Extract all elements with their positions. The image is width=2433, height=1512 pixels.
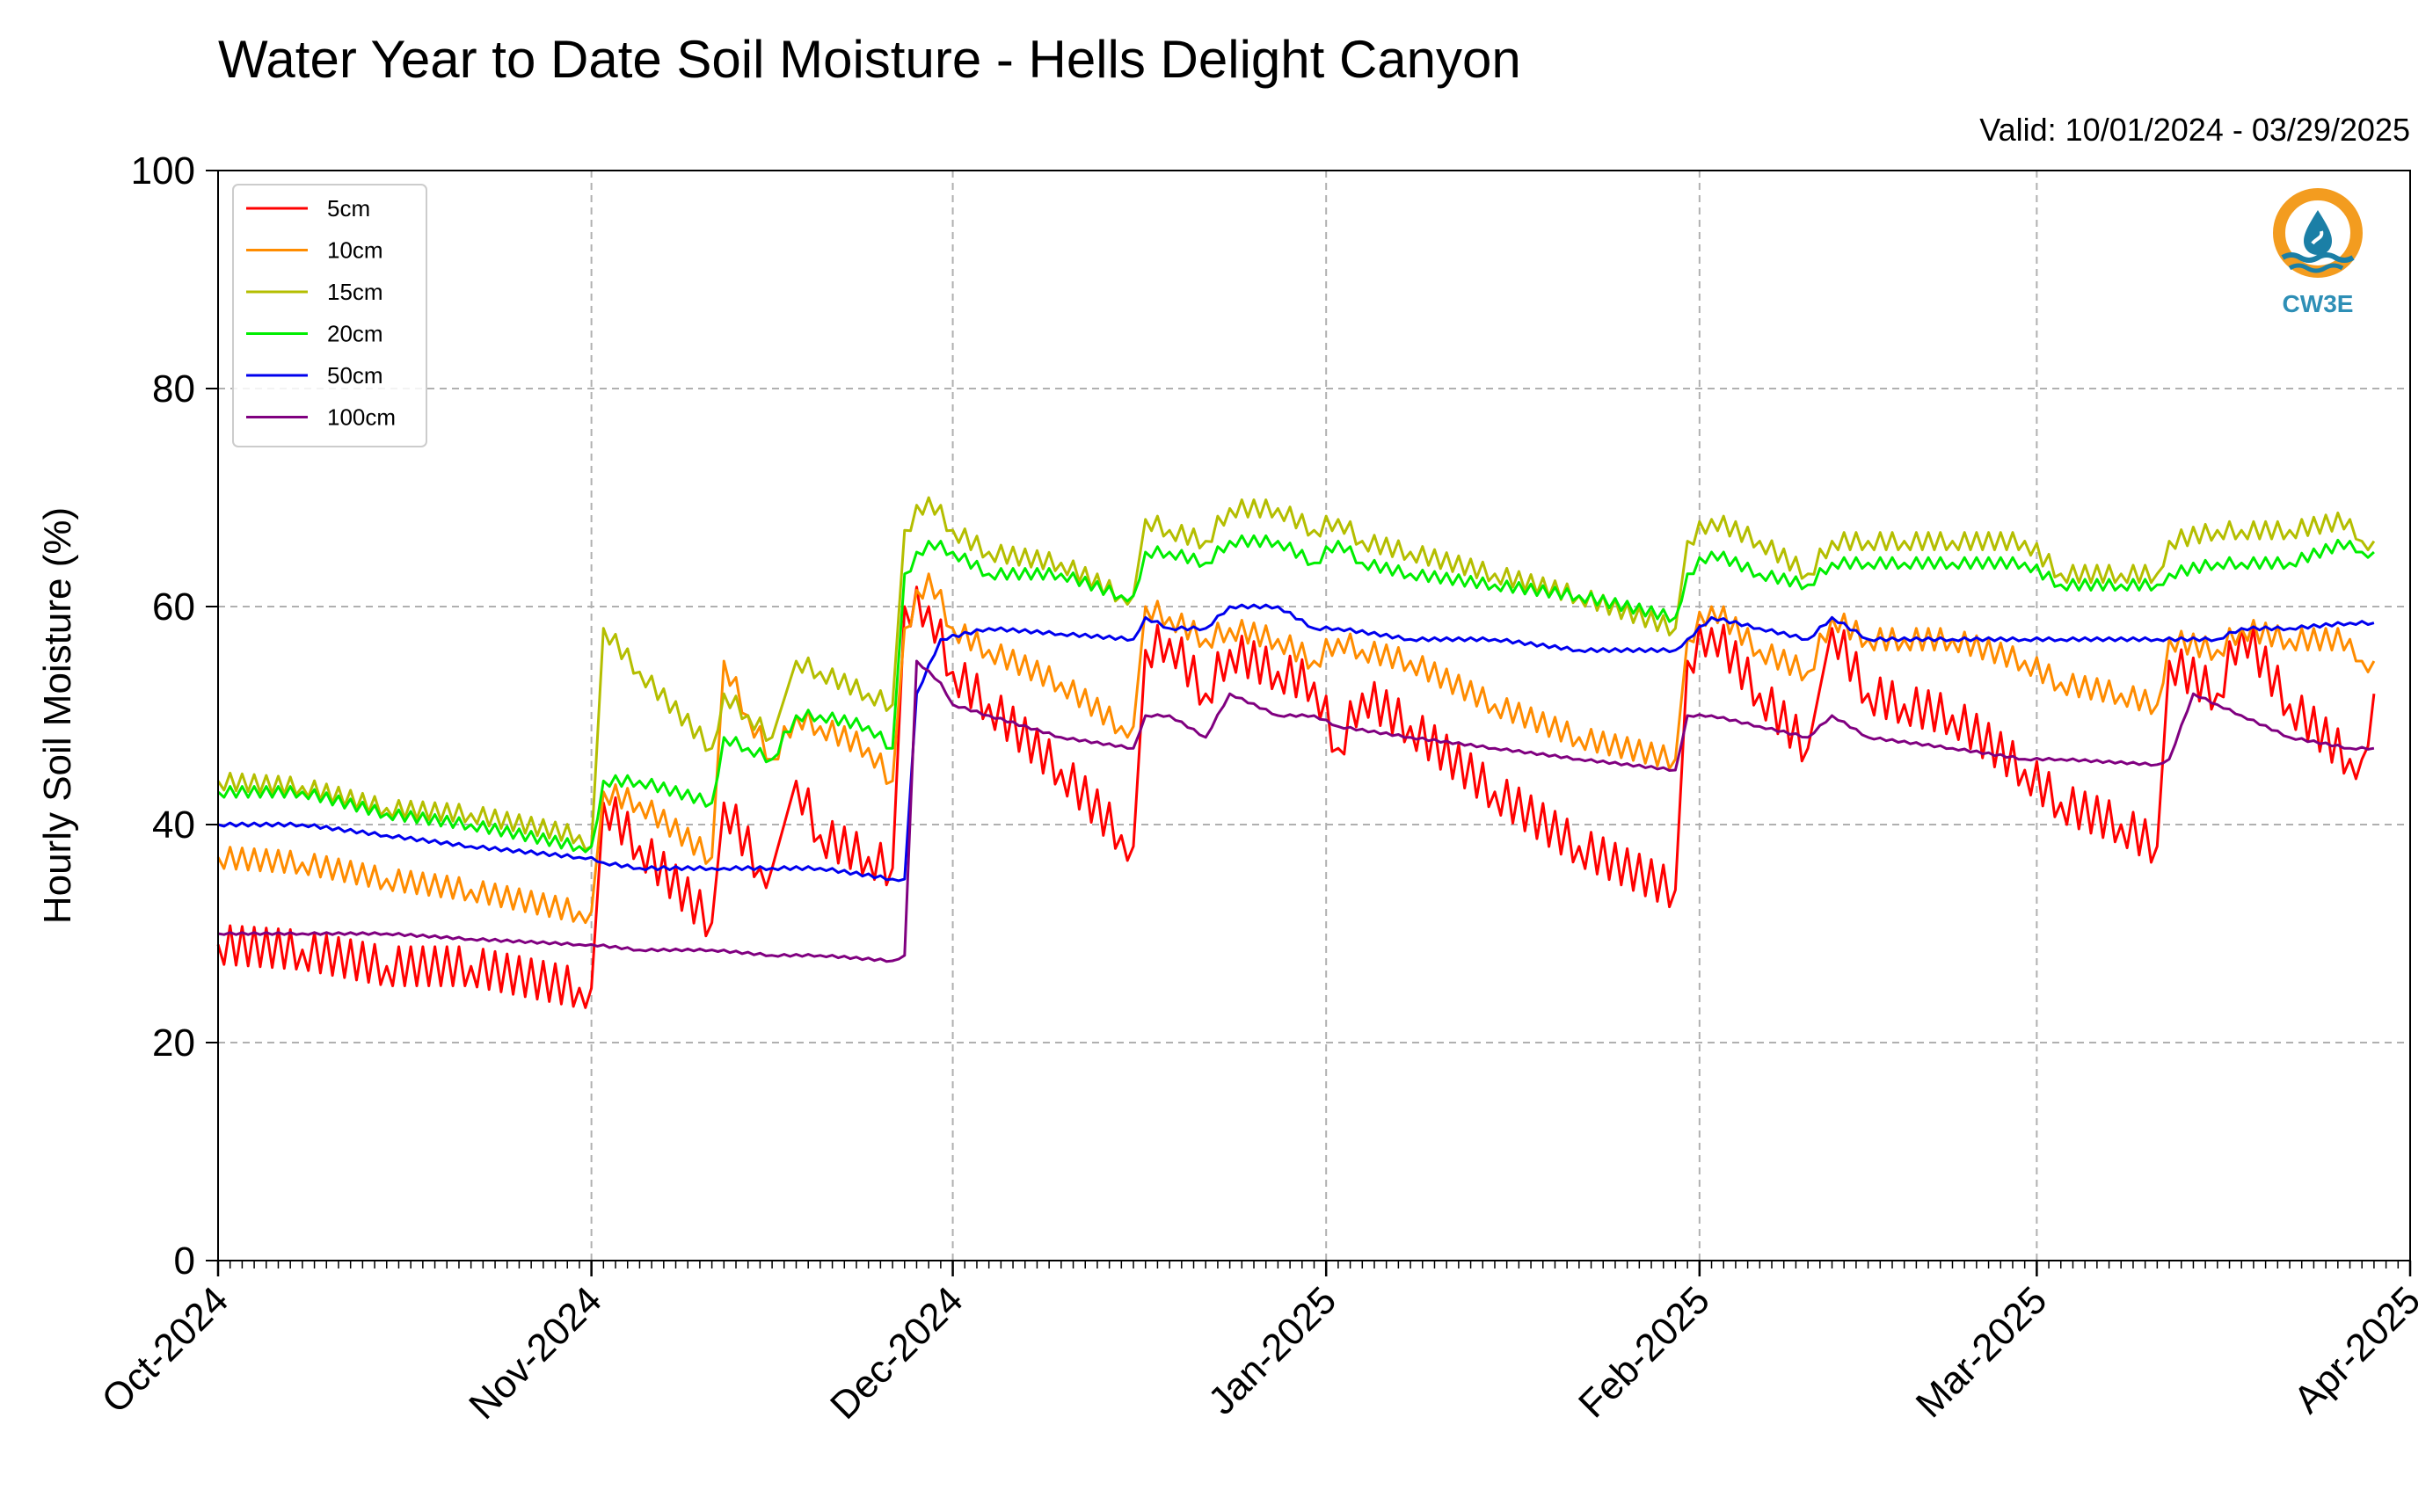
y-tick-label: 0 — [174, 1239, 195, 1283]
series-lines — [216, 496, 2376, 1009]
y-axis-label: Hourly Soil Moisture (%) — [36, 507, 79, 924]
legend-label-5cm: 5cm — [327, 195, 370, 222]
legend: 5cm 10cm 15cm 20cm 50cm 100cm — [232, 184, 427, 447]
logo-text: CW3E — [2283, 290, 2354, 317]
x-tick-label: Mar-2025 — [1908, 1278, 2056, 1426]
legend-label-15cm: 15cm — [327, 279, 383, 305]
wave-icon — [2281, 252, 2355, 263]
x-tick-label: Nov-2024 — [461, 1278, 610, 1428]
y-tick-label: 20 — [152, 1021, 195, 1065]
axes: 0 20 40 60 80 100 Oct-2024 Nov-2024 Dec-2024 Jan-… — [93, 149, 2429, 1428]
y-tick-label: 80 — [152, 367, 195, 411]
wave-icon-2 — [2288, 263, 2344, 273]
legend-label-100cm: 100cm — [327, 404, 396, 431]
legend-label-20cm: 20cm — [327, 321, 383, 347]
series-line-50cm — [217, 603, 2375, 883]
x-tick-label: Feb-2025 — [1570, 1278, 1718, 1426]
y-tick-label: 60 — [152, 585, 195, 629]
x-tick-label: Jan-2025 — [1200, 1278, 1344, 1422]
water-drop-icon — [2304, 210, 2332, 255]
series-line-10cm — [216, 572, 2376, 925]
legend-label-10cm: 10cm — [327, 237, 383, 264]
series-line-100cm — [217, 659, 2375, 963]
x-tick-label: Apr-2025 — [2285, 1278, 2429, 1421]
y-tick-label: 40 — [152, 803, 195, 847]
cw3e-logo: CW3E — [2273, 188, 2363, 317]
series-line-5cm — [216, 585, 2376, 1009]
drop-highlight-icon — [2311, 230, 2324, 245]
x-tick-label: Oct-2024 — [93, 1278, 237, 1421]
legend-label-50cm: 50cm — [327, 362, 383, 389]
series-line-15cm — [216, 496, 2376, 851]
x-tick-label: Dec-2024 — [822, 1278, 972, 1428]
y-tick-label: 100 — [131, 149, 195, 193]
series-line-20cm — [216, 534, 2375, 854]
chart-title: Water Year to Date Soil Moisture - Hells… — [218, 30, 1521, 89]
chart-subtitle: Valid: 10/01/2024 - 03/29/2025 — [1979, 112, 2410, 148]
